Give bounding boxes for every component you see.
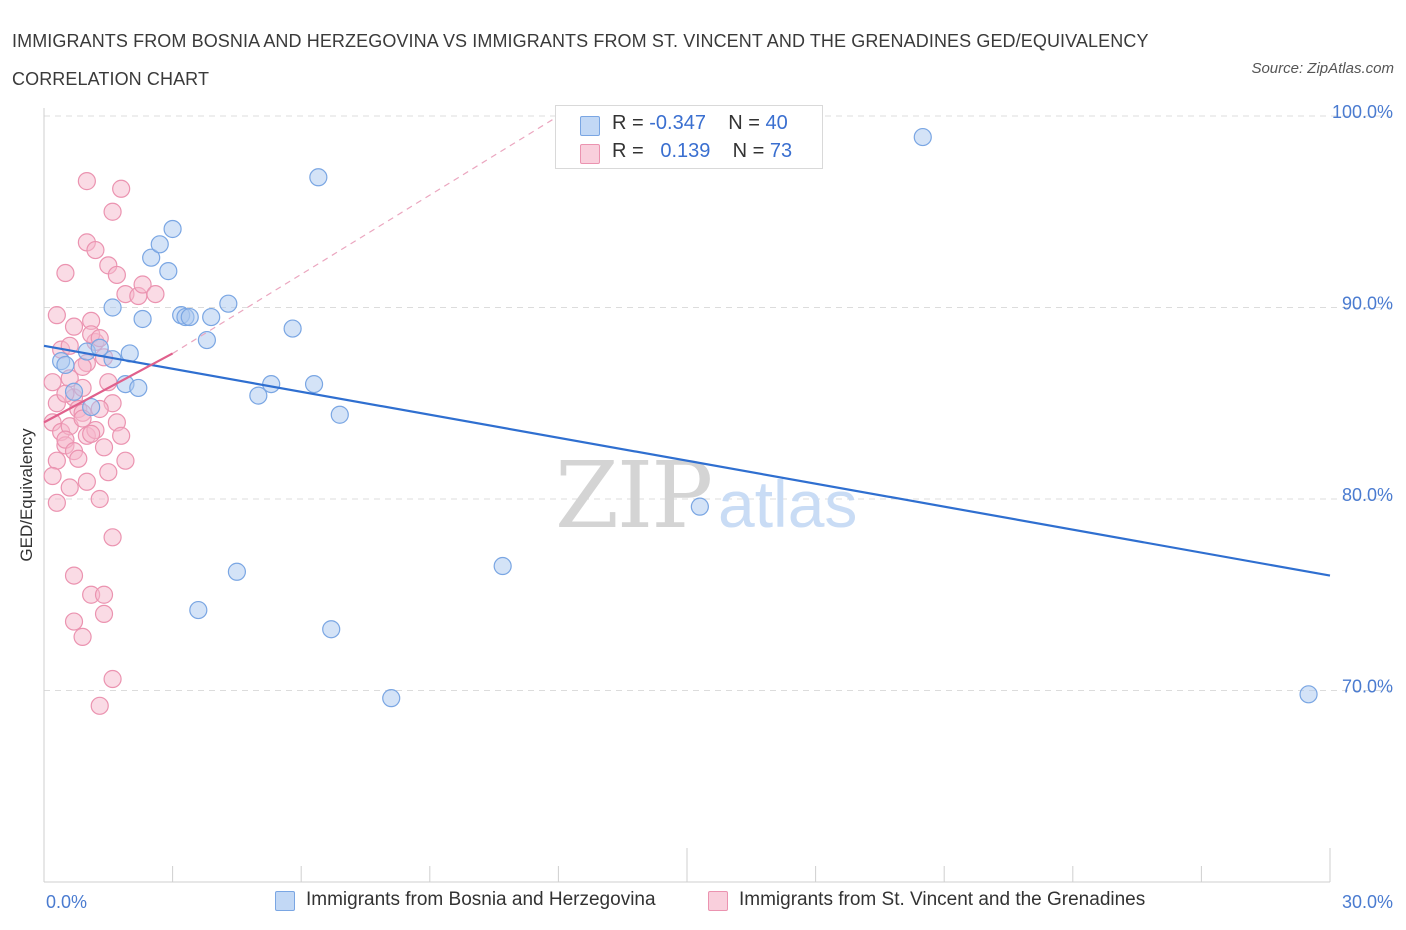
y-tick-label: 90.0% — [1342, 294, 1393, 314]
bosnia-point — [159, 262, 178, 281]
watermark: ZIP atlas — [555, 442, 857, 549]
svg-point — [47, 306, 66, 325]
bosnia-point — [330, 405, 349, 424]
bosnia-point — [197, 330, 216, 350]
correlation-legend: R = -0.347 N = 40 R = 0.139 N = 73 — [555, 105, 823, 169]
bosnia-point — [202, 307, 221, 327]
series-swatch-svg — [708, 891, 728, 911]
bosnia-point — [262, 375, 281, 394]
svg-point — [99, 463, 118, 482]
legend-row-bosnia: R = -0.347 N = 40 — [556, 112, 822, 138]
legend-n-bosnia: 40 — [765, 112, 788, 134]
legend-r-label: R = — [612, 140, 644, 162]
svg-point — [90, 489, 109, 509]
svg-point — [94, 438, 114, 457]
svg-point — [90, 696, 109, 715]
bosnia-point — [180, 307, 199, 327]
trend-lines — [43, 115, 1331, 577]
svg-point — [60, 478, 79, 497]
legend-r-bosnia: -0.347 — [649, 112, 706, 134]
svg-point — [103, 202, 122, 221]
y-axis-title: GED/Equivalency — [17, 428, 36, 562]
svg-point — [43, 466, 62, 486]
legend-swatch-bosnia — [580, 116, 600, 136]
bosnia-point — [1299, 685, 1318, 704]
bosnia-point — [129, 378, 148, 398]
bosnia-point — [283, 319, 302, 338]
bosnia-point — [189, 600, 208, 620]
svg-point — [86, 240, 105, 260]
bosnia-point — [913, 127, 932, 147]
x-tick-labels: 0.0% 30.0% — [46, 892, 1393, 912]
bosnia-point — [142, 248, 161, 267]
bosnia-point — [219, 294, 238, 313]
bosnia-point — [322, 620, 341, 639]
svg-point — [94, 585, 114, 604]
svg-point — [112, 179, 131, 198]
series-bosnia-points — [52, 127, 1318, 708]
legend-r-svg: 0.139 — [660, 140, 711, 162]
chart-title: IMMIGRANTS FROM BOSNIA AND HERZEGOVINA V… — [12, 31, 1149, 89]
svg-point — [64, 612, 84, 631]
svg-point — [77, 472, 96, 491]
x-tick-label-min: 0.0% — [46, 892, 87, 912]
bosnia-point — [227, 562, 246, 581]
axes — [43, 108, 1331, 883]
bosnia-point — [64, 382, 84, 401]
svg-point — [94, 604, 114, 624]
svg-point — [73, 357, 92, 376]
grid-lines — [44, 115, 1394, 691]
series-label-svg: Immigrants from St. Vincent and the Gren… — [739, 889, 1146, 910]
svg-point — [56, 263, 75, 283]
series-swatch-bosnia — [275, 891, 295, 911]
y-tick-label: 100.0% — [1332, 102, 1393, 122]
svg-point — [82, 424, 101, 443]
bosnia-point — [133, 309, 152, 329]
svg-point — [77, 172, 96, 191]
svg-point — [107, 265, 126, 285]
svg-point — [47, 493, 66, 512]
bosnia-point — [493, 556, 512, 576]
legend-n-label: N = — [732, 140, 765, 162]
bosnia-point — [56, 355, 75, 375]
series-svg-points — [43, 172, 165, 715]
bosnia-point — [382, 689, 401, 708]
y-tick-label: 80.0% — [1342, 485, 1393, 505]
svg-point — [133, 275, 152, 294]
svg-point — [146, 284, 165, 304]
svg-point — [103, 528, 122, 547]
bosnia-point — [163, 219, 182, 239]
watermark-zip: ZIP — [555, 442, 711, 549]
legend-r-label: R = — [612, 112, 644, 134]
svg-point — [112, 426, 131, 445]
svg-point — [43, 373, 62, 392]
x-tick-label-max: 30.0% — [1342, 892, 1393, 912]
source-credit: Source: ZipAtlas.com — [1251, 60, 1394, 77]
svg-point — [69, 449, 88, 468]
svg-point — [73, 627, 92, 646]
svg-point — [47, 451, 66, 470]
bosnia-point — [304, 375, 324, 394]
bosnia-point — [309, 168, 328, 187]
y-tick-labels: 70.0% 80.0% 90.0% 100.0% — [1332, 102, 1393, 697]
bosnia-point — [82, 397, 101, 417]
bosnia-trend-line — [43, 344, 1331, 577]
legend-row-svg: R = 0.139 N = 73 — [556, 140, 822, 166]
bosnia-point — [150, 235, 169, 254]
legend-n-svg: 73 — [769, 140, 793, 162]
svg-point — [103, 669, 122, 689]
legend-n-label: N = — [728, 112, 760, 134]
svg-point — [64, 317, 84, 336]
series-label-bosnia: Immigrants from Bosnia and Herzegovina — [306, 889, 656, 910]
svg-point — [64, 566, 84, 585]
svg-trend-extension — [172, 115, 559, 354]
bosnia-point — [690, 497, 709, 516]
legend-swatch-svg — [580, 144, 600, 164]
y-tick-label: 70.0% — [1342, 677, 1393, 697]
bosnia-point — [249, 386, 268, 405]
bosnia-point — [103, 298, 122, 317]
svg-trend-line — [43, 352, 174, 424]
svg-point — [116, 451, 135, 470]
